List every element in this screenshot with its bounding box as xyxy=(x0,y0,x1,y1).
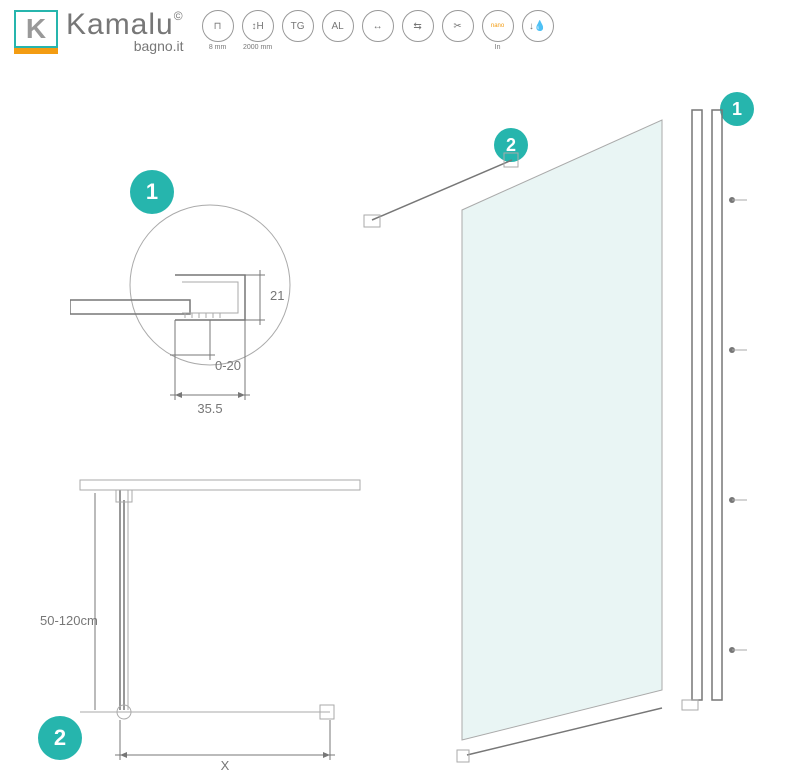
brand-block: Kamalu© bagno.it xyxy=(66,10,184,54)
spec-thickness-icon: ⊓8 mm xyxy=(200,10,236,51)
spec-cut-icon: ✂ xyxy=(440,10,476,51)
svg-text:0-20: 0-20 xyxy=(215,358,241,373)
svg-text:50-120cm: 50-120cm xyxy=(40,613,98,628)
spec-drain-icon: ↓💧 xyxy=(520,10,556,51)
spec-height-icon: ↕H2000 mm xyxy=(240,10,276,51)
spec-icons-row: ⊓8 mm ↕H2000 mm TG AL ↔ ⇆ ✂ nanoIn ↓💧 xyxy=(200,10,556,51)
spec-nano-icon: nanoIn xyxy=(480,10,516,51)
svg-text:35.5: 35.5 xyxy=(197,401,222,416)
profile-cross-section-diagram: 8 21 0-20 35.5 xyxy=(70,200,310,430)
svg-text:21: 21 xyxy=(270,288,284,303)
logo: K xyxy=(14,10,58,54)
brand-name: Kamalu xyxy=(66,8,174,41)
stabilizer-top-view-diagram: 50-120cm X xyxy=(40,460,380,780)
spec-adjust-icon: ↔ xyxy=(360,10,396,51)
logo-letter: K xyxy=(26,13,46,45)
svg-text:X: X xyxy=(221,758,230,773)
spec-reversible-icon: ⇆ xyxy=(400,10,436,51)
copyright: © xyxy=(174,9,184,23)
spec-tempered-icon: TG xyxy=(280,10,316,51)
spec-aluminum-icon: AL xyxy=(320,10,356,51)
brand-subtitle: bagno.it xyxy=(66,38,184,54)
main-3d-exploded-view xyxy=(342,100,762,780)
